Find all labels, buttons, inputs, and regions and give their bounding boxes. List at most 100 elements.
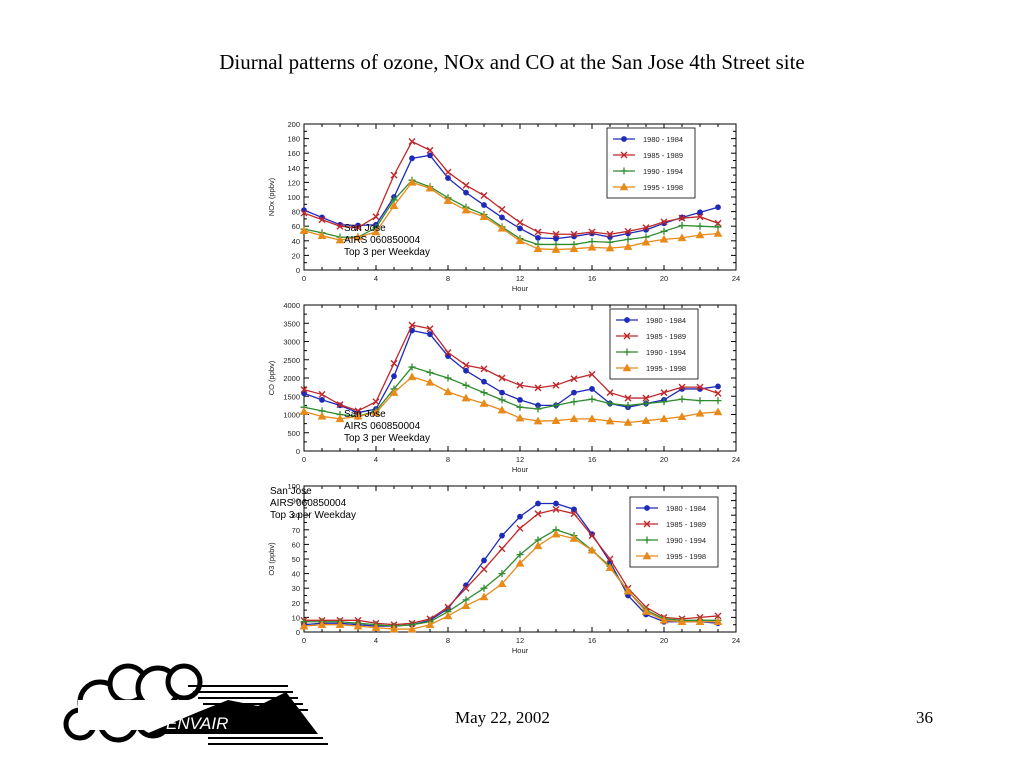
data-point [444,603,452,611]
y-tick-label: 60 [292,222,300,231]
y-tick-label: 80 [292,511,300,520]
data-point [317,411,327,420]
data-point [641,607,651,615]
data-point [299,621,309,630]
series-4 [299,372,723,426]
data-point [624,235,632,243]
legend-marker [622,363,632,372]
series-line [304,508,719,626]
x-tick-label: 20 [660,274,668,283]
x-tick-label: 24 [732,455,740,464]
legend: 1980 - 1984 1985 - 1989 1990 - 1994 1995 - … [629,496,719,568]
annotation-line: Top 3 per Weekday [344,433,430,444]
data-point [480,584,488,592]
data-point [391,373,397,380]
data-point [497,405,507,414]
data-point [533,541,543,550]
data-point [408,363,416,371]
data-point [713,617,723,626]
data-point [605,416,615,425]
y-tick-label: 40 [292,570,300,579]
data-point [516,219,524,227]
legend-marker [623,348,631,356]
o3-chart: 0 10 20 30 40 50 60 70 80 90 100 0 4 8 12 16 20 24 Hour O3 … [267,482,740,655]
legend-entry: 1995 - 1998 [643,183,683,192]
data-point [335,235,345,244]
y-tick-label: 3500 [283,319,300,328]
data-point [678,383,686,391]
data-point [389,624,399,633]
y-tick-label: 0 [296,266,300,275]
data-point [317,231,327,239]
co-chart: 0 500 1000 1500 2000 2500 3000 3500 4000 0 4 8 12 16 2… [267,301,740,474]
data-point [624,227,632,235]
data-point [678,214,686,222]
legend-entry: 1985 - 1989 [643,151,683,160]
y-tick-label: 500 [287,429,300,438]
y-tick-label: 0 [296,628,300,637]
data-point [534,228,542,236]
data-point [407,372,417,381]
slide-title: Diurnal patterns of ozone, NOx and CO at… [219,50,805,74]
legend-entry: 1980 - 1984 [666,504,706,513]
y-tick-label: 200 [287,120,300,129]
data-point [445,175,451,181]
x-tick-label: 20 [660,455,668,464]
y-tick-label: 120 [287,178,300,187]
data-point [499,214,505,221]
series-line [303,140,719,235]
x-axis-label: Hour [512,284,529,293]
data-point [427,152,433,159]
data-point [389,388,399,396]
data-point [444,168,452,176]
data-point [479,399,489,407]
data-point [353,411,363,420]
data-point [516,551,524,559]
y-tick-label: 2000 [283,374,300,383]
data-point [497,223,507,232]
data-point [318,390,326,398]
legend-entry: 1980 - 1984 [646,316,686,325]
legend-marker [643,536,651,544]
y-tick-label: 90 [292,497,300,506]
legend-entry: 1990 - 1994 [643,167,683,176]
x-tick-label: 16 [588,455,596,464]
data-point [660,227,668,235]
legend: 1980 - 1984 1985 - 1989 1990 - 1994 1995 - … [606,127,696,199]
data-point [517,513,523,520]
data-point [335,414,345,423]
data-point [480,365,488,373]
data-point [444,348,452,356]
series-4 [299,529,723,633]
data-point [660,218,668,226]
data-point [695,408,705,417]
data-point [570,375,578,383]
data-point [696,213,704,221]
logo-text: ENVAIR [166,714,228,733]
data-point [551,245,561,253]
series-2 [300,321,722,415]
data-point [301,390,307,397]
data-point [425,620,435,628]
y-tick-label: 1500 [283,392,300,401]
data-point [587,545,597,554]
data-point [678,395,686,403]
legend-marker [619,182,629,191]
data-point [336,401,344,409]
y-tick-label: 100 [287,482,300,491]
data-point [714,219,722,227]
data-point [353,232,363,241]
data-point [462,361,470,369]
data-point [696,383,704,391]
data-point [642,400,650,408]
data-point [569,414,579,423]
data-point [318,216,326,224]
data-point [696,222,704,230]
data-point [534,510,542,518]
annotation-line: Top 3 per Weekday [270,510,356,521]
data-point [517,225,523,232]
data-point [605,243,615,252]
data-point [588,228,596,236]
data-point [660,398,668,406]
legend-marker [623,332,631,340]
